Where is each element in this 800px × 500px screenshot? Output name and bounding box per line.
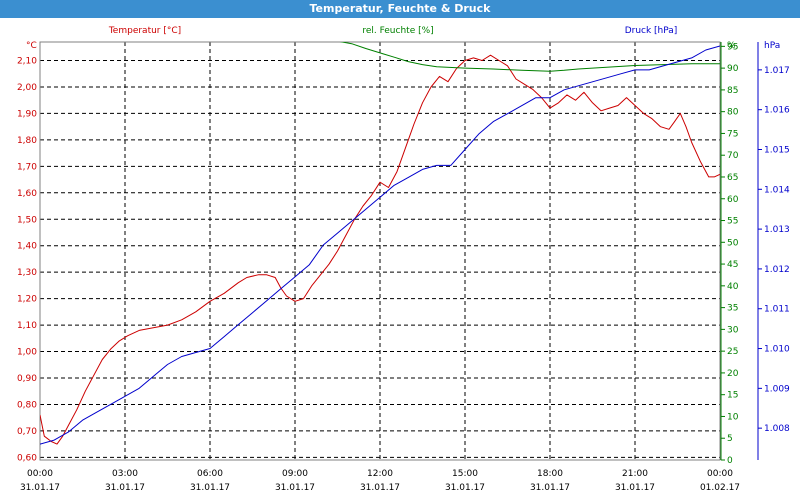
x-tick-time: 00:00 xyxy=(27,469,53,479)
humidity-axis-tick: 80 xyxy=(727,108,739,118)
humidity-series-line xyxy=(339,42,720,72)
x-tick-date: 31.01.17 xyxy=(105,483,145,493)
humidity-axis-tick: 60 xyxy=(727,195,739,205)
window-title: Temperatur, Feuchte & Druck xyxy=(0,0,800,18)
pressure-axis-tick: 1.012 xyxy=(764,265,790,275)
pressure-axis-unit: hPa xyxy=(764,41,780,51)
humidity-axis-unit: % xyxy=(727,41,736,51)
temp-axis-tick: 1,70 xyxy=(17,162,37,172)
pressure-axis-tick: 1.011 xyxy=(764,305,790,315)
temp-axis-tick: 2,00 xyxy=(17,83,37,93)
x-tick-date: 01.02.17 xyxy=(700,483,740,493)
x-tick-date: 31.01.17 xyxy=(275,483,315,493)
x-tick-time: 09:00 xyxy=(282,469,308,479)
humidity-axis-tick: 55 xyxy=(727,217,738,227)
temp-axis-tick: 1,40 xyxy=(17,242,37,252)
temp-axis-label: Temperatur [°C] xyxy=(108,26,181,36)
temperature-series-line xyxy=(40,54,720,445)
humidity-axis-tick: 95 xyxy=(727,42,738,52)
temp-axis-tick: 1,00 xyxy=(17,348,37,358)
humidity-axis-tick: 15 xyxy=(727,391,738,401)
x-tick-time: 15:00 xyxy=(452,469,478,479)
temp-axis-unit: °C xyxy=(26,41,37,51)
temp-axis-tick: 1,20 xyxy=(17,295,37,305)
pressure-axis-label: Druck [hPa] xyxy=(625,26,678,36)
pressure-axis-tick: 1.017 xyxy=(764,66,790,76)
humidity-axis-tick: 45 xyxy=(727,260,738,270)
humidity-axis-tick: 50 xyxy=(727,238,739,248)
humidity-axis-tick: 90 xyxy=(727,64,739,74)
x-tick-time: 21:00 xyxy=(622,469,648,479)
humidity-axis-tick: 0 xyxy=(727,456,733,466)
x-tick-date: 31.01.17 xyxy=(190,483,230,493)
x-tick-date: 31.01.17 xyxy=(20,483,60,493)
pressure-axis-tick: 1.008 xyxy=(764,424,790,434)
pressure-axis-tick: 1.010 xyxy=(764,345,790,355)
temp-axis-tick: 1,60 xyxy=(17,189,37,199)
humidity-axis-tick: 65 xyxy=(727,173,738,183)
pressure-axis-tick: 1.013 xyxy=(764,225,790,235)
temp-axis-tick: 1,80 xyxy=(17,136,37,146)
temp-axis-tick: 2,10 xyxy=(17,57,37,67)
x-tick-date: 31.01.17 xyxy=(445,483,485,493)
humidity-axis-tick: 5 xyxy=(727,434,733,444)
x-tick-time: 12:00 xyxy=(367,469,393,479)
x-tick-time: 06:00 xyxy=(197,469,223,479)
temp-axis-tick: 0,90 xyxy=(17,374,37,384)
x-tick-date: 31.01.17 xyxy=(360,483,400,493)
temp-axis-tick: 0,70 xyxy=(17,427,37,437)
x-tick-date: 31.01.17 xyxy=(615,483,655,493)
pressure-axis-tick: 1.009 xyxy=(764,384,790,394)
humidity-axis-tick: 25 xyxy=(727,347,738,357)
temp-axis-tick: 1,90 xyxy=(17,109,37,119)
humidity-axis-tick: 20 xyxy=(727,369,739,379)
pressure-axis-tick: 1.016 xyxy=(764,106,790,116)
pressure-axis-tick: 1.015 xyxy=(764,145,790,155)
humidity-axis-tick: 10 xyxy=(727,412,739,422)
pressure-axis-tick: 1.014 xyxy=(764,185,790,195)
temp-axis-tick: 1,10 xyxy=(17,321,37,331)
temp-axis-tick: 0,80 xyxy=(17,400,37,410)
x-tick-time: 03:00 xyxy=(112,469,138,479)
temp-axis-tick: 1,30 xyxy=(17,268,37,278)
humidity-axis-tick: 35 xyxy=(727,304,738,314)
x-tick-time: 00:00 xyxy=(707,469,733,479)
humidity-axis-tick: 85 xyxy=(727,86,738,96)
humidity-axis-tick: 40 xyxy=(727,282,739,292)
humidity-axis-label: rel. Feuchte [%] xyxy=(362,26,433,36)
pressure-series-line xyxy=(40,45,720,445)
temp-axis-tick: 1,50 xyxy=(17,215,37,225)
grid xyxy=(40,42,720,460)
x-tick-date: 31.01.17 xyxy=(530,483,570,493)
temp-axis-tick: 0,60 xyxy=(17,453,37,463)
series-layer xyxy=(40,42,720,445)
x-tick-time: 18:00 xyxy=(537,469,563,479)
humidity-axis-tick: 75 xyxy=(727,129,738,139)
axes-layer: 00:00 31.01.17 03:00 31.01.17 06:00 31.01.17 0… xyxy=(17,26,790,493)
humidity-axis-tick: 70 xyxy=(727,151,739,161)
humidity-axis-tick: 30 xyxy=(727,325,739,335)
plot-frame xyxy=(39,41,721,461)
